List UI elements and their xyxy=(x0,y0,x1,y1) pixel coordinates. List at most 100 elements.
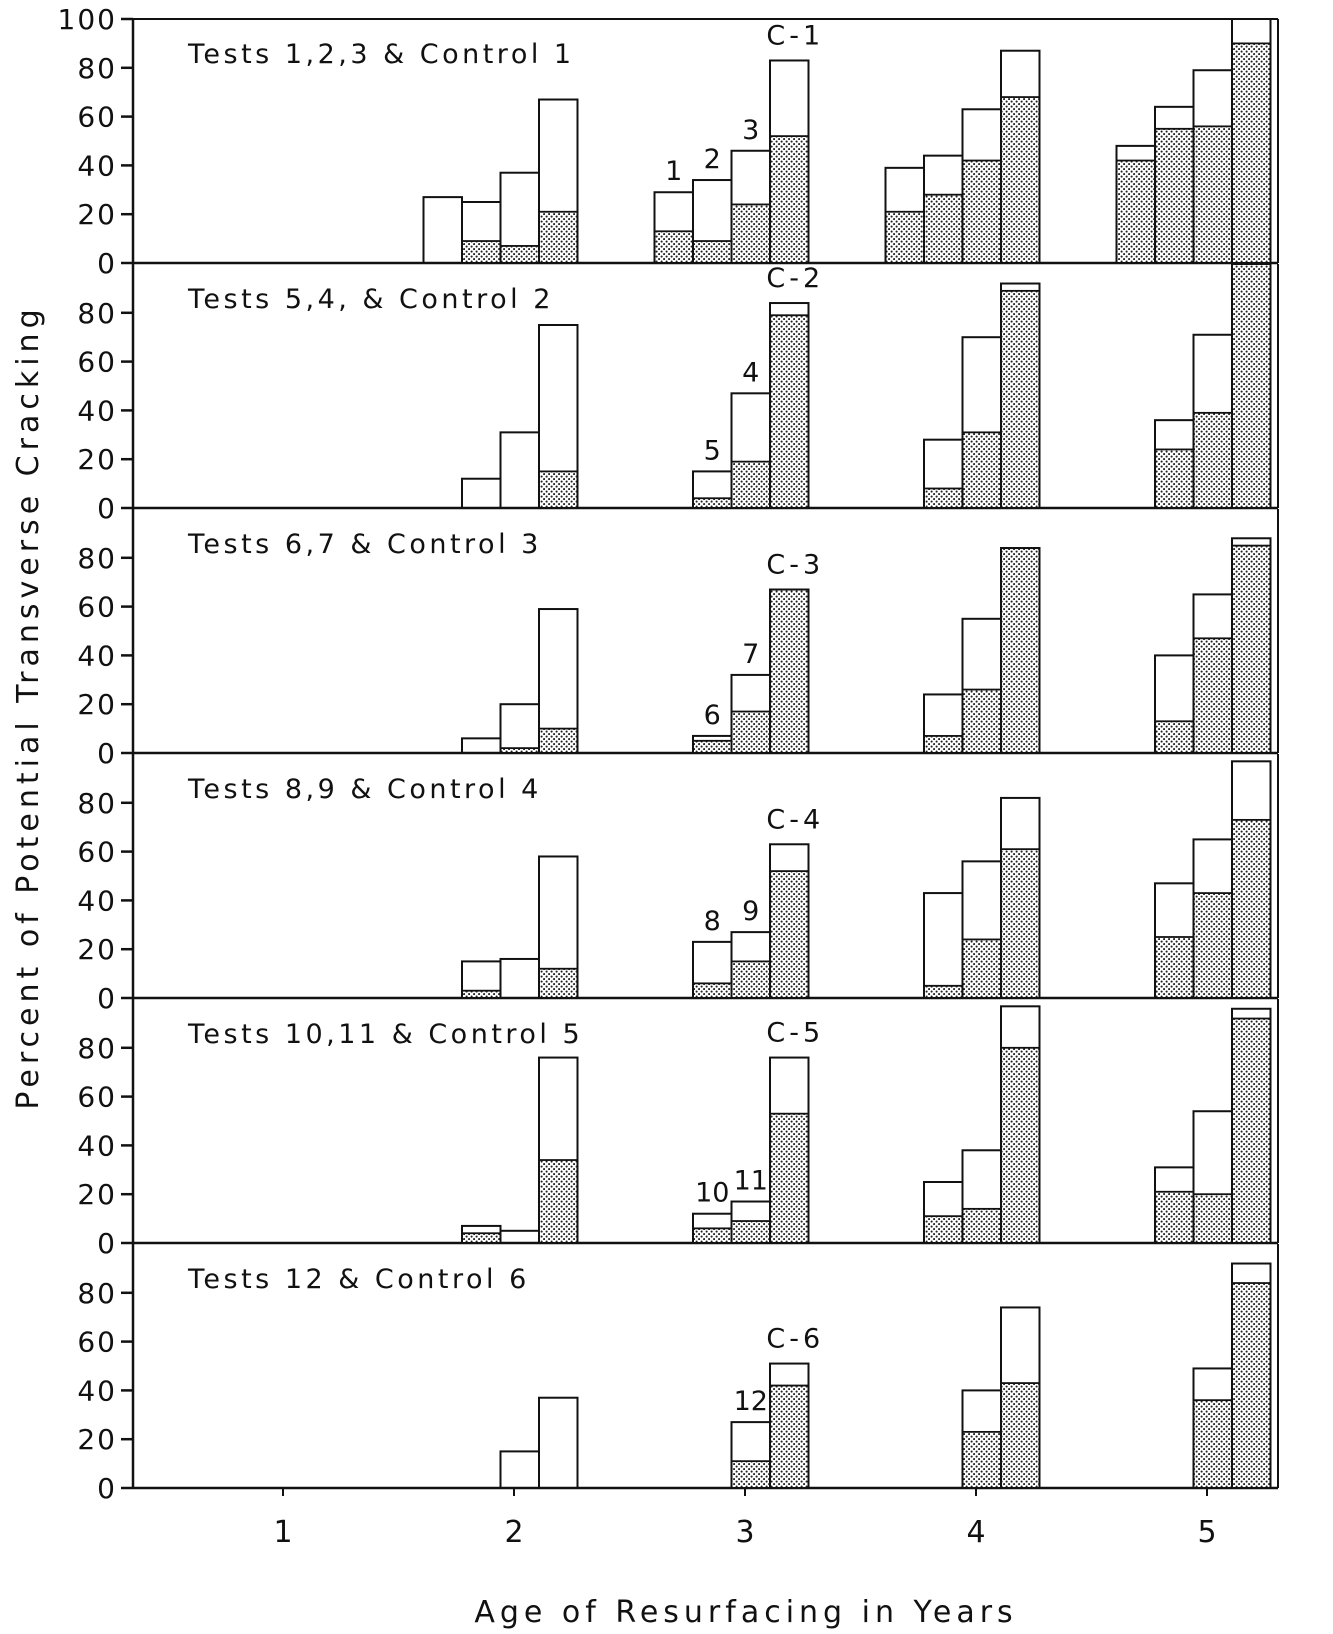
y-tick-label: 40 xyxy=(77,639,117,672)
panel-title: Tests 1,2,3 & Control 1 xyxy=(187,39,575,70)
bar xyxy=(1231,263,1272,509)
bar xyxy=(1000,1005,1041,1244)
bar-shaded-segment xyxy=(1231,1282,1272,1489)
bar xyxy=(884,166,925,264)
bar xyxy=(1192,838,1233,1000)
bar xyxy=(1192,1367,1233,1489)
bar-shaded-segment xyxy=(461,989,502,999)
bar-outline xyxy=(769,1362,810,1490)
bar-shaded-segment xyxy=(692,497,733,509)
bar-outline xyxy=(1000,49,1041,264)
bar xyxy=(538,855,579,999)
y-tick-label: 80 xyxy=(77,1032,117,1065)
bar xyxy=(769,843,810,1000)
bar-outline xyxy=(1231,1007,1272,1245)
bar-shaded-segment xyxy=(730,1460,771,1489)
bar-shaded-segment xyxy=(1000,1046,1041,1244)
bar-shaded-segment xyxy=(769,870,810,999)
series-label: 10 xyxy=(695,1178,729,1209)
panel-title: Tests 12 & Control 6 xyxy=(187,1264,530,1295)
bar-outline xyxy=(538,1056,579,1245)
bar-shaded-segment xyxy=(692,982,733,999)
bar xyxy=(961,1389,1002,1490)
bar-shaded-segment xyxy=(653,230,694,264)
bar xyxy=(961,108,1002,264)
bar-shaded-segment xyxy=(1192,1399,1233,1489)
bar xyxy=(1192,593,1233,755)
bar-outline xyxy=(499,1450,540,1490)
bar xyxy=(730,1200,771,1245)
bar-shaded-segment xyxy=(1231,818,1272,999)
y-tick-label: 80 xyxy=(77,52,117,85)
y-tick-label: 60 xyxy=(77,836,117,869)
bar-outline xyxy=(499,1229,540,1245)
bar xyxy=(1154,654,1195,755)
bar-shaded-segment xyxy=(538,470,579,509)
bar xyxy=(923,693,964,755)
bar xyxy=(1231,537,1272,755)
bar-shaded-segment xyxy=(538,727,579,754)
y-tick-label: 20 xyxy=(77,198,117,231)
x-tick-label: 1 xyxy=(273,1515,292,1550)
bar xyxy=(538,608,579,754)
y-tick-label: 40 xyxy=(77,1374,117,1407)
bar xyxy=(1000,547,1041,754)
bar xyxy=(1231,18,1272,264)
bar xyxy=(730,673,771,754)
bar-shaded-segment xyxy=(923,1215,964,1244)
bar-outline xyxy=(538,1396,579,1489)
bar-shaded-segment xyxy=(692,1227,733,1244)
bar-shaded-segment xyxy=(1154,127,1195,264)
bar-outline xyxy=(769,59,810,265)
bar-shaded-segment xyxy=(961,688,1002,754)
bar-shaded-segment xyxy=(1000,96,1041,264)
bar-outline xyxy=(923,892,964,1000)
series-label: 1 xyxy=(665,156,682,187)
bar-outline xyxy=(769,588,810,755)
bar-shaded-segment xyxy=(1000,547,1041,754)
bar-outline xyxy=(538,98,579,264)
bar-outline xyxy=(1231,537,1272,755)
bar xyxy=(499,431,540,509)
x-tick-label: 2 xyxy=(504,1515,523,1550)
bar xyxy=(961,1149,1002,1245)
y-tick-label: 80 xyxy=(77,1277,117,1310)
bar xyxy=(923,154,964,264)
bar-outline xyxy=(769,302,810,510)
bar xyxy=(1192,1110,1233,1244)
y-tick-label: 100 xyxy=(58,3,117,36)
bar-shaded-segment xyxy=(1154,448,1195,509)
bar-shaded-segment xyxy=(961,159,1002,264)
bar xyxy=(538,98,579,264)
bar-outline xyxy=(499,703,540,755)
bar-shaded-segment xyxy=(730,960,771,999)
bar-outline xyxy=(1231,263,1272,509)
bar-outline xyxy=(769,843,810,1000)
bar-outline xyxy=(1000,796,1041,999)
bar-shaded-segment xyxy=(923,193,964,264)
bar-shaded-segment xyxy=(769,588,810,754)
bar xyxy=(1154,105,1195,264)
y-tick-label: 60 xyxy=(77,591,117,624)
y-tick-label: 0 xyxy=(97,247,117,280)
x-tick-label: 3 xyxy=(735,1515,754,1550)
series-label: C-3 xyxy=(766,550,824,581)
y-tick-label: 20 xyxy=(77,933,117,966)
bar-outline xyxy=(499,957,540,1000)
bar xyxy=(1000,1306,1041,1489)
panel-4: 0 20 40 60 80 Tests 8,9 & Control 4 8 9 C-4 xyxy=(77,754,1279,1015)
bar xyxy=(422,196,463,264)
bar xyxy=(692,1212,733,1244)
bar xyxy=(1192,69,1233,264)
bar xyxy=(692,940,733,1000)
bar xyxy=(923,1181,964,1244)
bar xyxy=(1231,760,1272,999)
bar xyxy=(499,703,540,755)
bar-outline xyxy=(1000,1005,1041,1244)
bar-shaded-segment xyxy=(1192,892,1233,999)
bar xyxy=(461,960,502,1000)
bar xyxy=(692,470,733,509)
y-tick-label: 60 xyxy=(77,1326,117,1359)
bar xyxy=(730,149,771,264)
bar xyxy=(923,438,964,509)
